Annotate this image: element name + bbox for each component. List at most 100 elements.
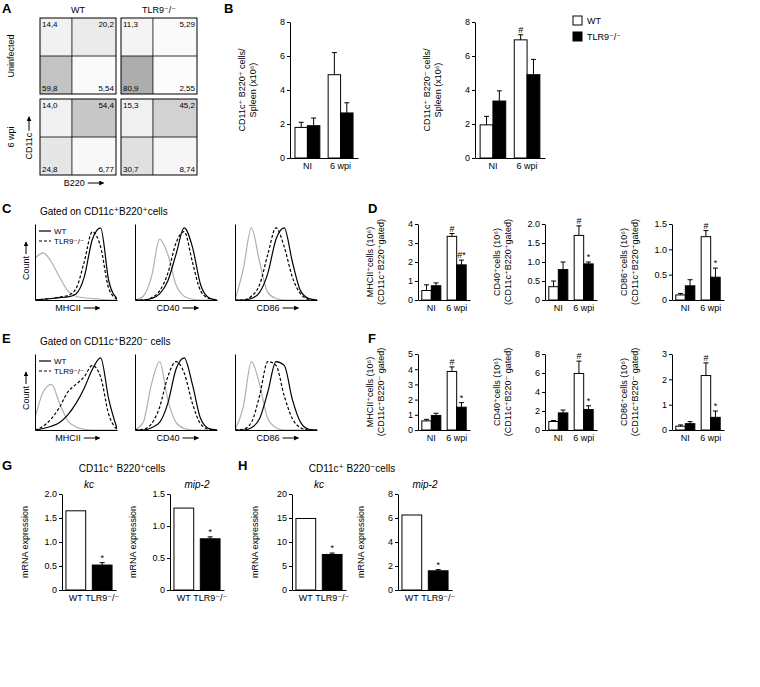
y-axis-line xyxy=(398,495,399,591)
legend-swatch xyxy=(39,230,51,231)
bar xyxy=(527,75,540,158)
gate-line xyxy=(121,137,197,138)
quadrant xyxy=(40,137,72,175)
tick-label: 0.5 xyxy=(44,561,57,571)
tick-label: 1.5 xyxy=(527,238,540,248)
error-bar-cap xyxy=(434,413,439,414)
error-bar-stem xyxy=(313,118,314,126)
tick-mark xyxy=(415,415,418,416)
bar-chart: 02468NI6 wpiCD11c⁺ B220⁺ cells/Spleen (x… xyxy=(237,17,359,171)
quadrant xyxy=(40,99,72,137)
error-bar-cap xyxy=(332,52,337,53)
error-bar-cap xyxy=(424,284,429,285)
tick-mark xyxy=(472,124,475,125)
bar xyxy=(584,264,594,300)
tick-label: 4 xyxy=(465,85,470,95)
panel-label: A xyxy=(2,1,12,16)
bar-chart: ##*01234NI6 wpiMHCII⁺cells (10⁶)(CD11c⁺B… xyxy=(365,219,471,313)
tick: WT xyxy=(69,590,83,603)
tick-mark xyxy=(167,494,170,495)
tick: 4 xyxy=(388,537,398,547)
tick-label: 2.0 xyxy=(527,219,540,229)
panel-label: B xyxy=(224,1,233,16)
histogram-chart: MHCIICountGated on CD11c⁺B220⁻ cellsWTTL… xyxy=(21,336,170,443)
bar xyxy=(200,539,220,590)
axis-title: (CD11c⁺B220⁺gated) xyxy=(503,219,513,305)
tick-mark xyxy=(542,392,545,393)
significance-mark: * xyxy=(587,396,591,406)
significance-mark: * xyxy=(714,258,718,268)
tick-label: 2 xyxy=(408,395,413,405)
y-axis-line xyxy=(235,225,236,301)
error-bar xyxy=(434,283,439,286)
axis-arrow xyxy=(29,117,30,131)
error-bar xyxy=(424,419,429,421)
error-bar xyxy=(100,563,105,565)
error-bar xyxy=(344,103,349,113)
tick-label: 1.0 xyxy=(152,521,165,531)
axis-title: (CD11c⁺B220⁻ gated) xyxy=(630,348,640,436)
bar xyxy=(295,127,307,158)
tick: 10 xyxy=(277,537,292,547)
error-bar xyxy=(330,553,335,554)
quadrant xyxy=(153,18,197,56)
tick-label: 1.5 xyxy=(152,489,165,499)
tick-label: 10 xyxy=(277,537,287,547)
y-axis-line xyxy=(545,355,546,431)
tick-mark xyxy=(395,590,398,591)
tick: NI xyxy=(681,430,690,443)
tick-mark xyxy=(415,224,418,225)
y-axis-line xyxy=(292,495,293,591)
marks xyxy=(135,228,217,300)
x-axis: NI6 wpi xyxy=(546,300,598,313)
histogram-line xyxy=(135,228,217,300)
y-axis-line xyxy=(475,23,476,159)
significance-mark: * xyxy=(208,527,212,537)
x-axis-line xyxy=(236,300,318,301)
marks xyxy=(295,53,353,158)
tick-label: 3 xyxy=(662,349,667,359)
quadrant xyxy=(72,56,116,94)
marks xyxy=(174,508,220,590)
bar xyxy=(574,235,584,300)
tick: 0.5 xyxy=(527,276,545,286)
bar xyxy=(447,236,457,300)
annotations: * xyxy=(436,560,440,570)
tick-mark xyxy=(542,281,545,282)
error-bar-cap xyxy=(424,419,429,420)
bar xyxy=(174,508,194,590)
tick: 3 xyxy=(662,349,672,359)
tick: 6 wpi xyxy=(517,158,538,171)
error-bar xyxy=(551,281,556,287)
tick-mark xyxy=(415,384,418,385)
tick-label: 6 wpi xyxy=(700,303,721,313)
tick-mark xyxy=(287,124,290,125)
error-bar xyxy=(424,285,429,291)
error-bar-cap xyxy=(344,102,349,103)
legend-label: WT xyxy=(54,227,67,236)
error-bar-stem xyxy=(499,91,500,101)
marks xyxy=(296,518,342,590)
tick-mark xyxy=(542,430,545,431)
bar xyxy=(431,286,441,300)
tick-label: 4 xyxy=(388,537,393,547)
error-bar xyxy=(449,367,454,372)
y-axis: 00.51.01.5 xyxy=(654,219,672,305)
error-bar-stem xyxy=(301,122,302,127)
bar xyxy=(711,417,721,430)
error-bar xyxy=(497,91,502,101)
error-bar-stem xyxy=(578,361,579,373)
error-bar xyxy=(299,122,304,127)
tick-label: 8 xyxy=(535,349,540,359)
marks xyxy=(402,515,448,590)
tick: TLR9⁻/⁻ xyxy=(193,590,227,603)
significance-mark: * xyxy=(100,553,104,563)
tick-mark xyxy=(167,590,170,591)
marks xyxy=(40,18,197,175)
tick-label: WT xyxy=(405,593,419,603)
legend-label: WT xyxy=(587,16,601,26)
x-axis: NI6 wpi xyxy=(476,158,546,171)
tick-mark xyxy=(167,526,170,527)
tick: 6 wpi xyxy=(330,158,351,171)
tick-label: 5 xyxy=(408,349,413,359)
